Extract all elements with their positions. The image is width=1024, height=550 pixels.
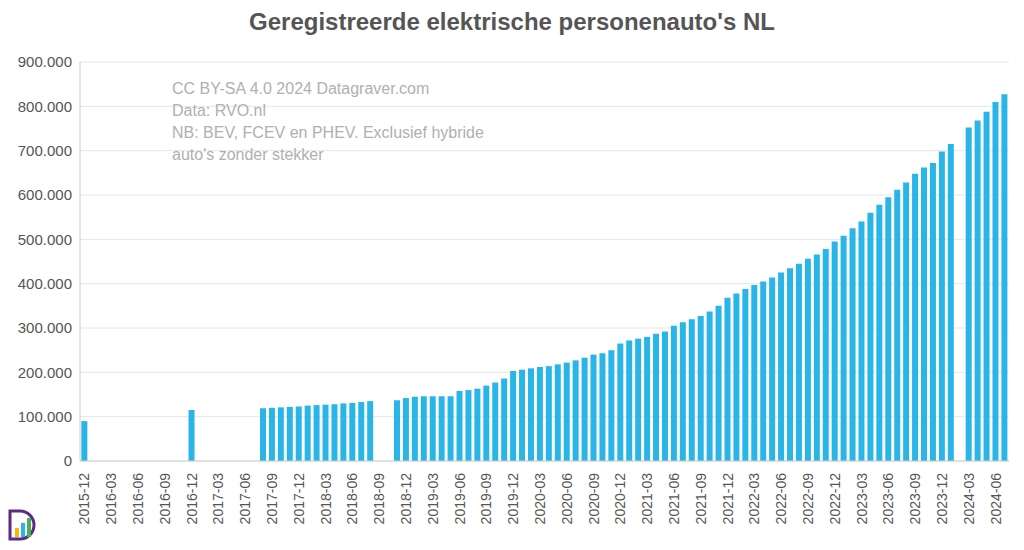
svg-text:2022-03: 2022-03 [746, 473, 762, 525]
svg-text:2016-06: 2016-06 [130, 473, 146, 525]
svg-text:2020-12: 2020-12 [612, 473, 628, 525]
svg-text:100.000: 100.000 [18, 408, 72, 425]
svg-text:2016-12: 2016-12 [184, 473, 200, 525]
svg-text:2021-12: 2021-12 [720, 473, 736, 525]
svg-text:2018-06: 2018-06 [344, 473, 360, 525]
svg-text:2021-06: 2021-06 [666, 473, 682, 525]
svg-text:2024-06: 2024-06 [988, 473, 1004, 525]
svg-text:2021-03: 2021-03 [639, 473, 655, 525]
svg-text:0: 0 [64, 452, 72, 469]
svg-text:2022-06: 2022-06 [773, 473, 789, 525]
svg-text:2018-12: 2018-12 [398, 473, 414, 525]
html-text:Data: RVO.nl: Data: RVO.nl [172, 102, 266, 119]
svg-text:500.000: 500.000 [18, 231, 72, 248]
svg-text:700.000: 700.000 [18, 142, 72, 159]
svg-text:2018-09: 2018-09 [371, 473, 387, 525]
html-text:CC BY-SA 4.0 2024 Datagraver.c: CC BY-SA 4.0 2024 Datagraver.com [172, 80, 430, 97]
svg-text:900.000: 900.000 [18, 53, 72, 70]
html-text:NB: BEV, FCEV en PHEV. Exclusi: NB: BEV, FCEV en PHEV. Exclusief hybride [172, 124, 484, 141]
svg-text:200.000: 200.000 [18, 364, 72, 381]
svg-text:2019-06: 2019-06 [452, 473, 468, 525]
svg-text:2020-09: 2020-09 [586, 473, 602, 525]
svg-text:2017-12: 2017-12 [291, 473, 307, 525]
html-text:Geregistreerde elektrische per: Geregistreerde elektrische personenauto'… [249, 8, 775, 35]
svg-text:2016-03: 2016-03 [103, 473, 119, 525]
svg-text:2022-12: 2022-12 [827, 473, 843, 525]
svg-text:2019-03: 2019-03 [425, 473, 441, 525]
svg-text:2017-03: 2017-03 [210, 473, 226, 525]
svg-text:2023-09: 2023-09 [907, 473, 923, 525]
svg-text:800.000: 800.000 [18, 98, 72, 115]
svg-text:2017-06: 2017-06 [237, 473, 253, 525]
svg-text:2020-06: 2020-06 [559, 473, 575, 525]
svg-text:2023-12: 2023-12 [934, 473, 950, 525]
svg-text:2017-09: 2017-09 [264, 473, 280, 525]
svg-text:2020-03: 2020-03 [532, 473, 548, 525]
svg-text:2023-03: 2023-03 [854, 473, 870, 525]
svg-text:2019-12: 2019-12 [505, 473, 521, 525]
html-text:auto's zonder stekker: auto's zonder stekker [172, 146, 324, 163]
svg-text:2021-09: 2021-09 [693, 473, 709, 525]
svg-text:2023-06: 2023-06 [880, 473, 896, 525]
svg-text:300.000: 300.000 [18, 319, 72, 336]
svg-text:2015-12: 2015-12 [76, 473, 92, 525]
svg-text:2018-03: 2018-03 [318, 473, 334, 525]
svg-text:2016-09: 2016-09 [157, 473, 173, 525]
svg-text:2019-09: 2019-09 [478, 473, 494, 525]
svg-text:2024-03: 2024-03 [961, 473, 977, 525]
svg-text:600.000: 600.000 [18, 186, 72, 203]
svg-text:2022-09: 2022-09 [800, 473, 816, 525]
svg-text:400.000: 400.000 [18, 275, 72, 292]
